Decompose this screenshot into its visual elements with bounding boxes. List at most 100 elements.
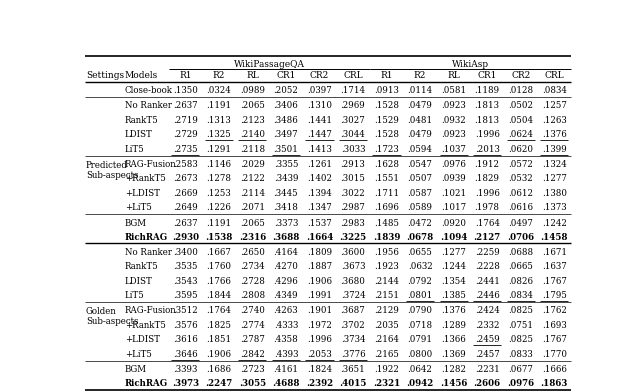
Text: .1325: .1325 [207,130,231,139]
Text: .3373: .3373 [274,219,298,228]
Text: .1289: .1289 [441,321,466,330]
Text: .3033: .3033 [340,145,365,154]
Text: .3543: .3543 [173,277,198,286]
Text: .1021: .1021 [441,189,466,198]
Text: .2459: .2459 [475,335,500,344]
Text: .1978: .1978 [475,203,500,212]
Text: .1037: .1037 [441,145,466,154]
Text: .2259: .2259 [475,248,500,257]
Text: .2650: .2650 [240,248,265,257]
Text: .1458: .1458 [541,233,568,242]
Text: +LDIST: +LDIST [125,335,160,344]
Text: .2719: .2719 [173,116,198,125]
Text: .2332: .2332 [475,321,499,330]
Text: .0114: .0114 [408,86,433,95]
Text: .0932: .0932 [441,116,466,125]
Text: .1972: .1972 [307,321,332,330]
Text: .3225: .3225 [339,233,367,242]
Text: .2065: .2065 [240,101,265,110]
Text: .2457: .2457 [475,350,500,359]
Text: .1369: .1369 [441,350,466,359]
Text: LiT5: LiT5 [125,145,145,154]
Text: .1146: .1146 [206,160,231,169]
Text: .1664: .1664 [306,233,333,242]
Text: .3673: .3673 [340,262,365,271]
Text: RichRAG: RichRAG [125,233,168,242]
Text: .3439: .3439 [274,174,298,183]
Text: .0834: .0834 [508,291,533,300]
Text: .2144: .2144 [374,277,399,286]
Text: .3973: .3973 [172,379,199,388]
Text: .0128: .0128 [508,86,533,95]
Text: .0642: .0642 [408,365,433,374]
Text: .4015: .4015 [339,379,367,388]
Text: .4270: .4270 [273,262,298,271]
Text: .2316: .2316 [239,233,266,242]
Text: Golden
Sub-aspects: Golden Sub-aspects [86,307,138,326]
Text: .2140: .2140 [240,130,265,139]
Text: .0665: .0665 [508,262,533,271]
Text: .4161: .4161 [273,365,298,374]
Text: .2446: .2446 [475,291,500,300]
Text: .1017: .1017 [441,203,466,212]
Text: .1310: .1310 [307,101,332,110]
Text: .2740: .2740 [240,306,265,315]
Text: No Ranker: No Ranker [125,248,172,257]
Text: .1226: .1226 [207,203,231,212]
Text: .1538: .1538 [205,233,232,242]
Text: .0706: .0706 [507,233,534,242]
Text: LiT5: LiT5 [125,291,145,300]
Text: .2321: .2321 [373,379,400,388]
Text: .0481: .0481 [408,116,433,125]
Text: .1628: .1628 [374,160,399,169]
Text: .2787: .2787 [240,335,265,344]
Text: .1824: .1824 [307,365,332,374]
Text: .1413: .1413 [307,145,332,154]
Text: .0678: .0678 [406,233,434,242]
Text: .1191: .1191 [206,101,232,110]
Text: .2127: .2127 [474,233,501,242]
Text: .0655: .0655 [408,248,433,257]
Text: .1956: .1956 [374,248,399,257]
Text: +LDIST: +LDIST [125,189,160,198]
Text: .2734: .2734 [240,262,265,271]
Text: .1189: .1189 [475,86,500,95]
Text: .1696: .1696 [374,203,399,212]
Text: .1723: .1723 [374,145,399,154]
Text: .3355: .3355 [274,160,298,169]
Text: .1825: .1825 [206,321,231,330]
Text: .1829: .1829 [475,174,500,183]
Text: .3406: .3406 [273,101,298,110]
Text: .1551: .1551 [374,174,399,183]
Text: .3734: .3734 [340,335,365,344]
Text: .1263: .1263 [542,116,566,125]
Text: .1244: .1244 [441,262,466,271]
Text: .0677: .0677 [508,365,533,374]
Text: .2649: .2649 [173,203,198,212]
Text: BGM: BGM [125,365,147,374]
Text: .0632: .0632 [408,262,433,271]
Text: .0833: .0833 [508,350,533,359]
Text: .3576: .3576 [173,321,198,330]
Text: R1: R1 [179,71,191,80]
Text: .4296: .4296 [273,277,298,286]
Text: .2013: .2013 [475,145,500,154]
Text: .3497: .3497 [274,130,298,139]
Text: .1766: .1766 [207,277,231,286]
Text: Predicted
Sub-aspects: Predicted Sub-aspects [86,161,138,180]
Text: +LiT5: +LiT5 [125,203,152,212]
Text: .2583: .2583 [173,160,198,169]
Text: +RankT5: +RankT5 [125,321,166,330]
Text: .2669: .2669 [173,189,198,198]
Text: .1354: .1354 [441,277,466,286]
Text: CRL: CRL [545,71,564,80]
Text: .0976: .0976 [441,160,466,169]
Text: .4263: .4263 [274,306,298,315]
Text: .2053: .2053 [307,350,332,359]
Text: .3055: .3055 [239,379,266,388]
Text: .2913: .2913 [340,160,365,169]
Text: .0547: .0547 [408,160,433,169]
Text: CR1: CR1 [276,71,296,80]
Text: .1291: .1291 [206,145,231,154]
Text: .1767: .1767 [542,277,566,286]
